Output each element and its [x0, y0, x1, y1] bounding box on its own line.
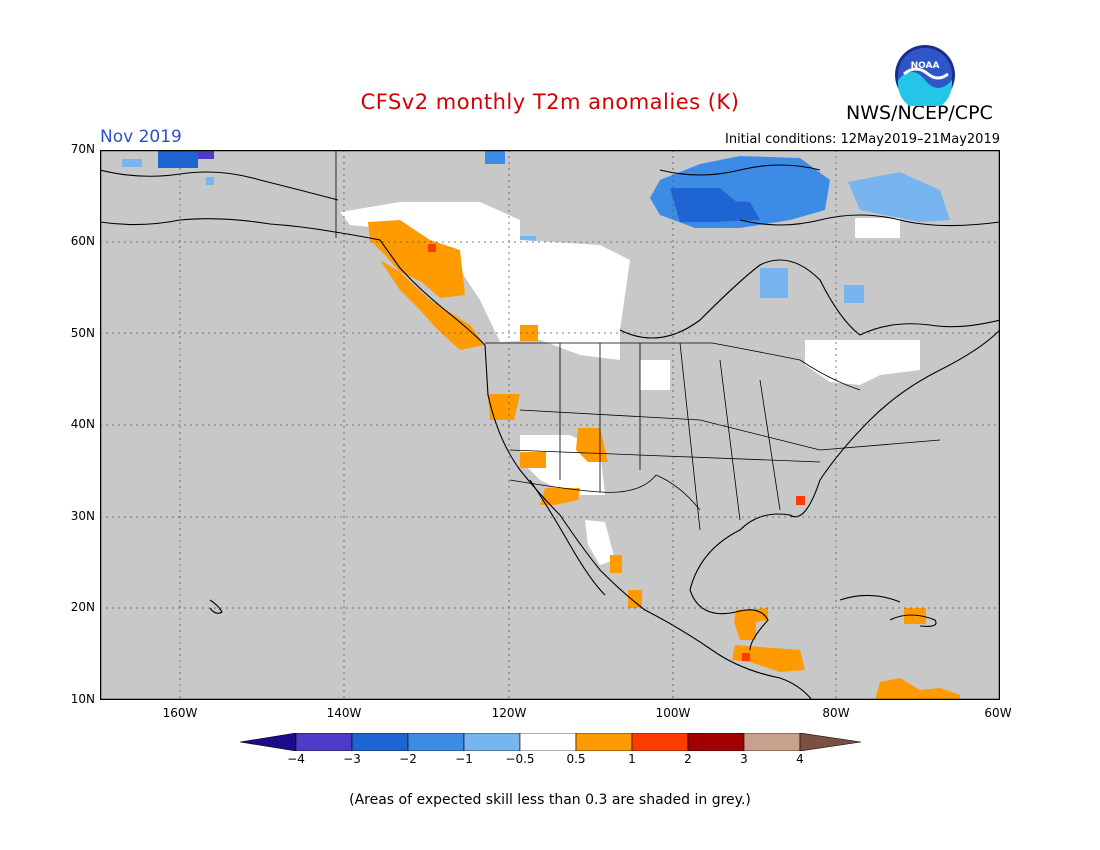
patch-cool-quebec: [844, 285, 864, 303]
patch-normal-labrador: [855, 218, 900, 238]
colorbar-label: 3: [740, 752, 748, 766]
patch-warm-bc: [368, 220, 465, 298]
lon-label: 160W: [162, 706, 198, 720]
colorbar-arrow-high: [799, 733, 861, 751]
colorbar-cell: [351, 733, 409, 751]
colorbar-cell: [743, 733, 801, 751]
patch-warm-bc-coast: [380, 260, 485, 350]
lat-label: 10N: [70, 692, 95, 706]
initial-conditions: Initial conditions: 12May2019–21May2019: [725, 132, 1000, 147]
gridlines: [100, 150, 1000, 700]
colorbar-label: 2: [684, 752, 692, 766]
colorbar-label: −0.5: [505, 752, 535, 766]
lat-label: 60N: [70, 234, 95, 248]
colorbar-label: −4: [287, 752, 305, 766]
patch-warm-mexico-2: [628, 590, 642, 608]
colorbar-cell: [631, 733, 689, 751]
patch-cool-alaska-2: [206, 177, 214, 185]
patch-cool-baffin: [848, 172, 950, 222]
patch-warm-oregon: [488, 394, 520, 420]
patch-cool-hudson: [760, 268, 788, 298]
borders: [335, 150, 941, 531]
anomaly-map: [100, 150, 1000, 700]
map-frame: [100, 150, 1000, 700]
colorbar-cell: [519, 733, 577, 751]
agency-label: NWS/NCEP/CPC: [846, 102, 993, 124]
colorbar-cell: [295, 733, 353, 751]
patch-warm-venezuela: [875, 678, 960, 700]
patch-hot-georgia: [796, 496, 805, 505]
colorbar-arrow-low: [240, 733, 297, 751]
colorbar-label: −2: [399, 752, 417, 766]
noaa-logo: NOAA: [895, 45, 955, 106]
patch-warm-central-america: [732, 645, 805, 672]
patch-cold-alaska-2: [198, 150, 214, 159]
lat-label: 70N: [70, 142, 95, 156]
colorbar-label: 0.5: [566, 752, 586, 766]
lat-label: 40N: [70, 417, 95, 431]
patch-hot-guatemala: [742, 653, 750, 661]
logo-text: NOAA: [911, 61, 940, 71]
patch-cold-alaska: [158, 150, 198, 168]
colorbar-label: 1: [628, 752, 636, 766]
patch-warm-mexico-1: [610, 555, 622, 573]
anomaly-patches: [122, 150, 960, 700]
lon-label: 120W: [491, 706, 527, 720]
lon-label: 80W: [822, 706, 850, 720]
chart-title: CFSv2 monthly T2m anomalies (K): [360, 90, 740, 114]
patch-normal-canada-west: [340, 202, 630, 360]
patch-normal-quebec-south: [805, 340, 920, 385]
patch-warm-arizona: [540, 488, 580, 505]
colorbar-cell: [575, 733, 633, 751]
lat-label: 30N: [70, 509, 95, 523]
patch-cool-arctic-1: [485, 150, 505, 164]
lat-label: 50N: [70, 326, 95, 340]
colorbar-label: −3: [343, 752, 361, 766]
colorbar-label: −1: [455, 752, 473, 766]
patch-cool-alaska: [122, 159, 142, 167]
lon-label: 60W: [984, 706, 1012, 720]
patch-hot-bc: [428, 244, 436, 252]
patch-warm-montana: [520, 325, 538, 341]
patch-normal-mexico: [585, 520, 615, 565]
patch-warm-hispaniola: [904, 608, 926, 624]
colorbar: [240, 733, 861, 751]
patch-cold-canada-arctic-2: [700, 200, 760, 222]
colorbar-label: 4: [796, 752, 804, 766]
patch-warm-nevada: [520, 452, 546, 468]
lon-label: 100W: [655, 706, 691, 720]
colorbar-cell: [407, 733, 465, 751]
patch-warm-yucatan: [734, 608, 768, 640]
colorbar-cell: [687, 733, 745, 751]
colorbar-cell: [463, 733, 521, 751]
skill-footnote: (Areas of expected skill less than 0.3 a…: [349, 792, 751, 808]
lat-label: 20N: [70, 600, 95, 614]
patch-normal-dakota: [640, 360, 670, 390]
lon-label: 140W: [326, 706, 362, 720]
forecast-month: Nov 2019: [100, 127, 182, 147]
